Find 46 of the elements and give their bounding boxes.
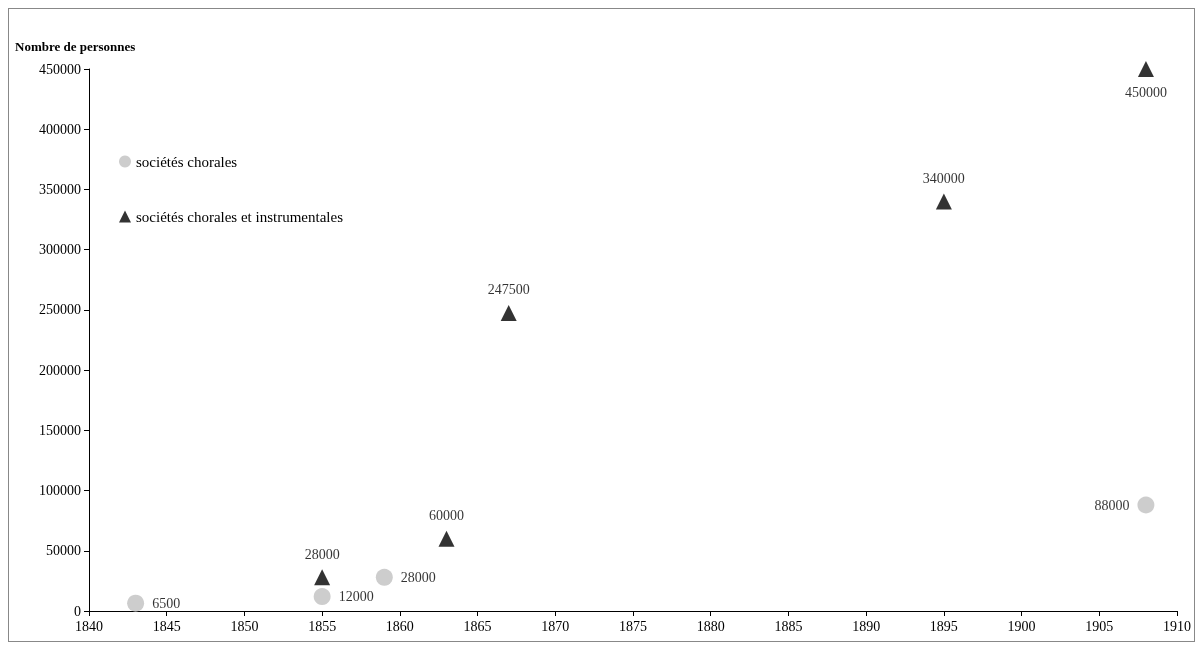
x-tick-label: 1905: [1085, 618, 1114, 634]
point: [375, 568, 393, 586]
x-tick-label: 1875: [619, 618, 647, 634]
point: [438, 530, 455, 547]
y-tick-label: 150000: [39, 422, 81, 438]
point: [935, 193, 952, 210]
data-label: 450000: [1124, 84, 1167, 100]
point: [313, 588, 331, 606]
y-tick-label: 0: [74, 603, 81, 619]
point: [314, 569, 331, 586]
point: [500, 304, 517, 321]
y-tick-label: 400000: [39, 121, 81, 137]
x-tick-label: 1850: [230, 618, 259, 634]
data-label: 12000: [338, 589, 374, 605]
x-tick-label: 1865: [463, 618, 492, 634]
legend-label: sociétés chorales: [136, 153, 238, 170]
x-tick-label: 1880: [696, 618, 725, 634]
point: [1137, 61, 1154, 77]
y-tick-label: 200000: [39, 362, 81, 378]
y-tick-label: 50000: [46, 543, 81, 559]
y-tick-label: 350000: [39, 181, 81, 197]
y-axis-title: Nombre de personnes: [15, 39, 136, 54]
data-label: 60000: [428, 508, 464, 524]
x-tick-label: 1900: [1007, 618, 1036, 634]
data-label: 340000: [922, 170, 965, 186]
data-label: 6500: [152, 595, 181, 611]
x-tick-label: 1845: [152, 618, 181, 634]
x-tick-label: 1890: [852, 618, 881, 634]
y-tick-label: 300000: [39, 242, 81, 258]
x-tick-label: 1855: [308, 618, 337, 634]
x-tick-label: 1870: [541, 618, 570, 634]
legend-label: sociétés chorales et instrumentales: [136, 208, 344, 225]
x-tick-label: 1895: [929, 618, 958, 634]
x-tick-label: 1860: [385, 618, 414, 634]
x-tick-label: 1840: [75, 618, 103, 634]
y-tick-label: 450000: [39, 61, 81, 77]
data-label: 88000: [1094, 497, 1130, 513]
data-label: 28000: [304, 546, 340, 562]
point: [127, 594, 145, 612]
x-tick-label: 1910: [1163, 618, 1191, 634]
x-tick-label: 1885: [774, 618, 803, 634]
data-label: 247500: [487, 282, 530, 298]
y-tick-label: 100000: [39, 483, 81, 499]
point: [1137, 496, 1155, 514]
data-label: 28000: [400, 569, 436, 585]
y-tick-label: 250000: [39, 302, 81, 318]
